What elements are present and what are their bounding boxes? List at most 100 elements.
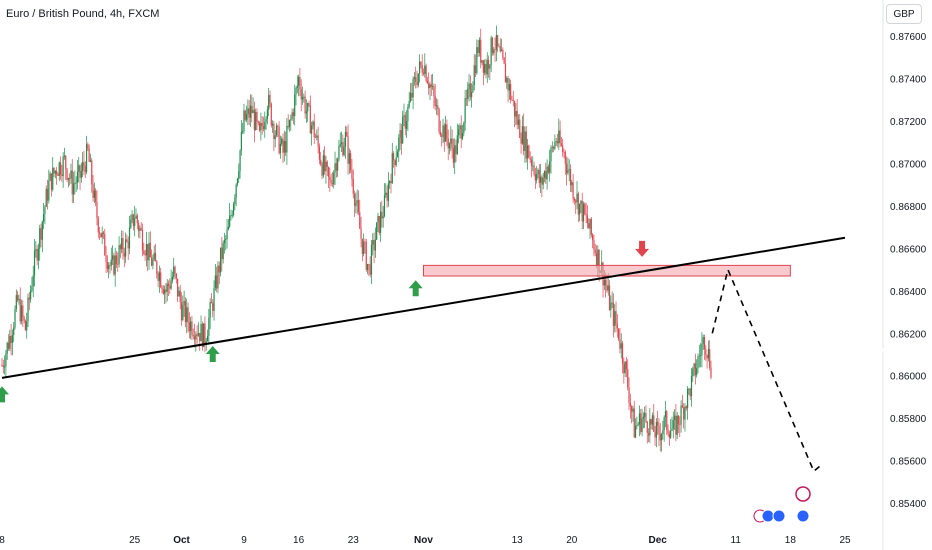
candle-body [149, 242, 151, 258]
candle-body [102, 232, 105, 234]
candle-body [420, 61, 422, 66]
currency-button[interactable]: GBP [886, 4, 922, 24]
candle-body [339, 144, 341, 147]
candle-body [152, 259, 154, 266]
candle-body [216, 275, 218, 289]
candle-body [365, 241, 367, 270]
candle-body [461, 132, 464, 139]
candle-body [484, 64, 486, 73]
candle-body [697, 356, 699, 369]
candle-body [5, 353, 7, 367]
candle-body [377, 216, 379, 223]
candle-body [111, 255, 114, 260]
candle-body [391, 153, 393, 184]
candle-body [580, 200, 582, 204]
candle-body [699, 355, 702, 356]
candle-body [20, 305, 23, 322]
candle-body [45, 188, 47, 207]
candle-body [327, 167, 330, 177]
candle-body [502, 49, 504, 58]
candle-body [249, 105, 252, 118]
candle-body [435, 105, 438, 107]
candle-body [56, 170, 58, 175]
candle-body [69, 178, 71, 179]
candle-body [392, 153, 395, 161]
candle-body [378, 216, 380, 234]
candle-body [322, 155, 324, 176]
candle-body [58, 162, 60, 176]
candle-body [9, 335, 11, 349]
candle-body [344, 132, 347, 147]
candle-body [434, 96, 436, 106]
resistance-zone[interactable] [423, 264, 791, 277]
candle-body [178, 290, 180, 297]
candle-body [366, 264, 369, 270]
candle-body [549, 161, 551, 173]
candle-body [455, 145, 457, 155]
candle-body [498, 46, 500, 47]
candle-body [396, 151, 399, 158]
candle-body [686, 389, 689, 409]
candle-body [50, 173, 53, 190]
candle-body [7, 342, 10, 349]
event-icon-eu [761, 509, 775, 523]
candle-body [491, 37, 494, 54]
time-axis: 8 25 Oct 9 16 23 Nov 13 20 Dec 11 18 25 [0, 535, 851, 546]
candle-body [214, 275, 216, 288]
candle-body [262, 126, 265, 130]
candle-body [108, 265, 110, 269]
candle-body [269, 94, 271, 104]
candle-body [537, 169, 539, 175]
candle-body [513, 100, 516, 117]
candle-body [364, 241, 366, 243]
candle-body [637, 424, 639, 426]
candle-body [326, 161, 328, 168]
candle-body [510, 84, 512, 100]
candle-body [140, 228, 142, 230]
candle-body [439, 131, 442, 136]
candles-layer [1, 25, 712, 452]
x-tick-label: 8 [0, 535, 5, 546]
candle-body [460, 125, 462, 139]
candle-body [511, 99, 513, 101]
candle-body [115, 255, 118, 265]
candle-body [590, 218, 592, 235]
candle-body [301, 97, 304, 100]
y-tick-label: 0.86400 [890, 287, 927, 298]
candle-body [672, 420, 674, 429]
candle-body [134, 218, 136, 226]
candle-body [156, 261, 158, 275]
candle-body [279, 143, 281, 154]
candle-body [471, 92, 473, 98]
candle-body [180, 302, 183, 321]
candle-body [538, 169, 540, 183]
trendline[interactable] [1, 236, 846, 379]
candle-body [208, 317, 210, 336]
candle-body [97, 217, 99, 233]
candle-body [450, 138, 452, 144]
projection-path[interactable] [711, 267, 823, 473]
y-tick-label: 0.87600 [890, 32, 927, 43]
candle-body [218, 265, 220, 273]
candle-body [170, 280, 172, 289]
candle-body [709, 349, 711, 368]
event-icons [753, 486, 811, 523]
candle-body [24, 320, 27, 331]
candle-body [402, 116, 404, 144]
candle-body [500, 49, 503, 52]
candle-body [307, 103, 309, 112]
candle-body [416, 82, 418, 86]
annotations-layer [0, 236, 846, 473]
candle-body [372, 240, 374, 245]
candle-body [486, 59, 488, 75]
candle-body [87, 144, 89, 149]
candle-body [343, 146, 345, 156]
candle-body [98, 232, 101, 234]
candle-body [46, 188, 49, 201]
candle-body [186, 307, 188, 323]
candle-body [667, 429, 669, 434]
candle-body [467, 89, 469, 99]
x-tick-label: 25 [839, 535, 851, 546]
candle-body [573, 198, 576, 201]
